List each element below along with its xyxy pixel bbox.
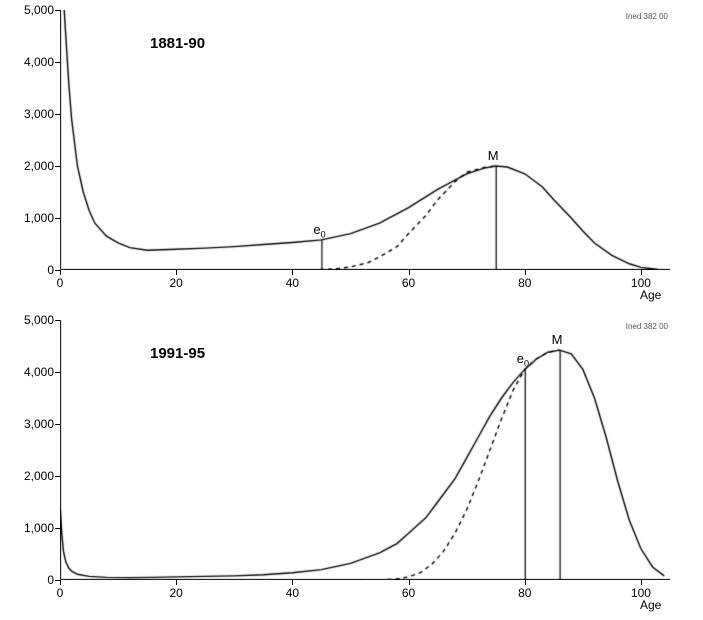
xtick-mark bbox=[409, 270, 410, 275]
xtick-label: 20 bbox=[161, 276, 191, 290]
x-axis-label: Age bbox=[640, 288, 661, 302]
figure: 01,0002,0003,0004,0005,000020406080100Ag… bbox=[0, 0, 703, 620]
ytick-mark bbox=[55, 114, 60, 115]
xtick-mark bbox=[60, 580, 61, 585]
xtick-mark bbox=[641, 270, 642, 275]
xtick-mark bbox=[641, 580, 642, 585]
ytick-mark bbox=[55, 62, 60, 63]
xtick-mark bbox=[292, 270, 293, 275]
xtick-label: 0 bbox=[45, 586, 75, 600]
marker-label-M: M bbox=[488, 148, 499, 163]
xtick-label: 40 bbox=[277, 276, 307, 290]
xtick-label: 40 bbox=[277, 586, 307, 600]
ytick-label: 4,000 bbox=[10, 365, 54, 379]
ytick-label: 3,000 bbox=[10, 107, 54, 121]
panel-top: 01,0002,0003,0004,0005,000020406080100Ag… bbox=[60, 10, 670, 270]
marker-label-e0: e0 bbox=[517, 351, 529, 369]
ytick-label: 0 bbox=[10, 573, 54, 587]
ytick-mark bbox=[55, 528, 60, 529]
marker-label-e0: e0 bbox=[313, 222, 325, 240]
ytick-mark bbox=[55, 10, 60, 11]
ytick-label: 2,000 bbox=[10, 469, 54, 483]
xtick-label: 0 bbox=[45, 276, 75, 290]
xtick-label: 60 bbox=[394, 276, 424, 290]
ytick-mark bbox=[55, 166, 60, 167]
xtick-label: 80 bbox=[510, 276, 540, 290]
ytick-mark bbox=[55, 372, 60, 373]
xtick-mark bbox=[176, 270, 177, 275]
xtick-mark bbox=[409, 580, 410, 585]
ytick-label: 5,000 bbox=[10, 3, 54, 17]
ytick-label: 3,000 bbox=[10, 417, 54, 431]
ytick-label: 0 bbox=[10, 263, 54, 277]
ytick-label: 5,000 bbox=[10, 313, 54, 327]
ytick-mark bbox=[55, 218, 60, 219]
marker-label-M: M bbox=[552, 332, 563, 347]
xtick-mark bbox=[60, 270, 61, 275]
corner-note: Ined 382 00 bbox=[626, 12, 668, 21]
xtick-label: 60 bbox=[394, 586, 424, 600]
ytick-label: 1,000 bbox=[10, 521, 54, 535]
panel-title: 1881-90 bbox=[150, 35, 205, 52]
xtick-mark bbox=[525, 270, 526, 275]
xtick-mark bbox=[525, 580, 526, 585]
xtick-mark bbox=[292, 580, 293, 585]
ytick-label: 1,000 bbox=[10, 211, 54, 225]
ytick-mark bbox=[55, 476, 60, 477]
xtick-label: 80 bbox=[510, 586, 540, 600]
xtick-mark bbox=[176, 580, 177, 585]
panel-title: 1991-95 bbox=[150, 345, 205, 362]
x-axis-label: Age bbox=[640, 598, 661, 612]
panel-bottom: 01,0002,0003,0004,0005,000020406080100Ag… bbox=[60, 320, 670, 580]
ytick-label: 2,000 bbox=[10, 159, 54, 173]
ytick-mark bbox=[55, 424, 60, 425]
ytick-mark bbox=[55, 320, 60, 321]
xtick-label: 20 bbox=[161, 586, 191, 600]
ytick-label: 4,000 bbox=[10, 55, 54, 69]
corner-note: Ined 382 00 bbox=[626, 322, 668, 331]
